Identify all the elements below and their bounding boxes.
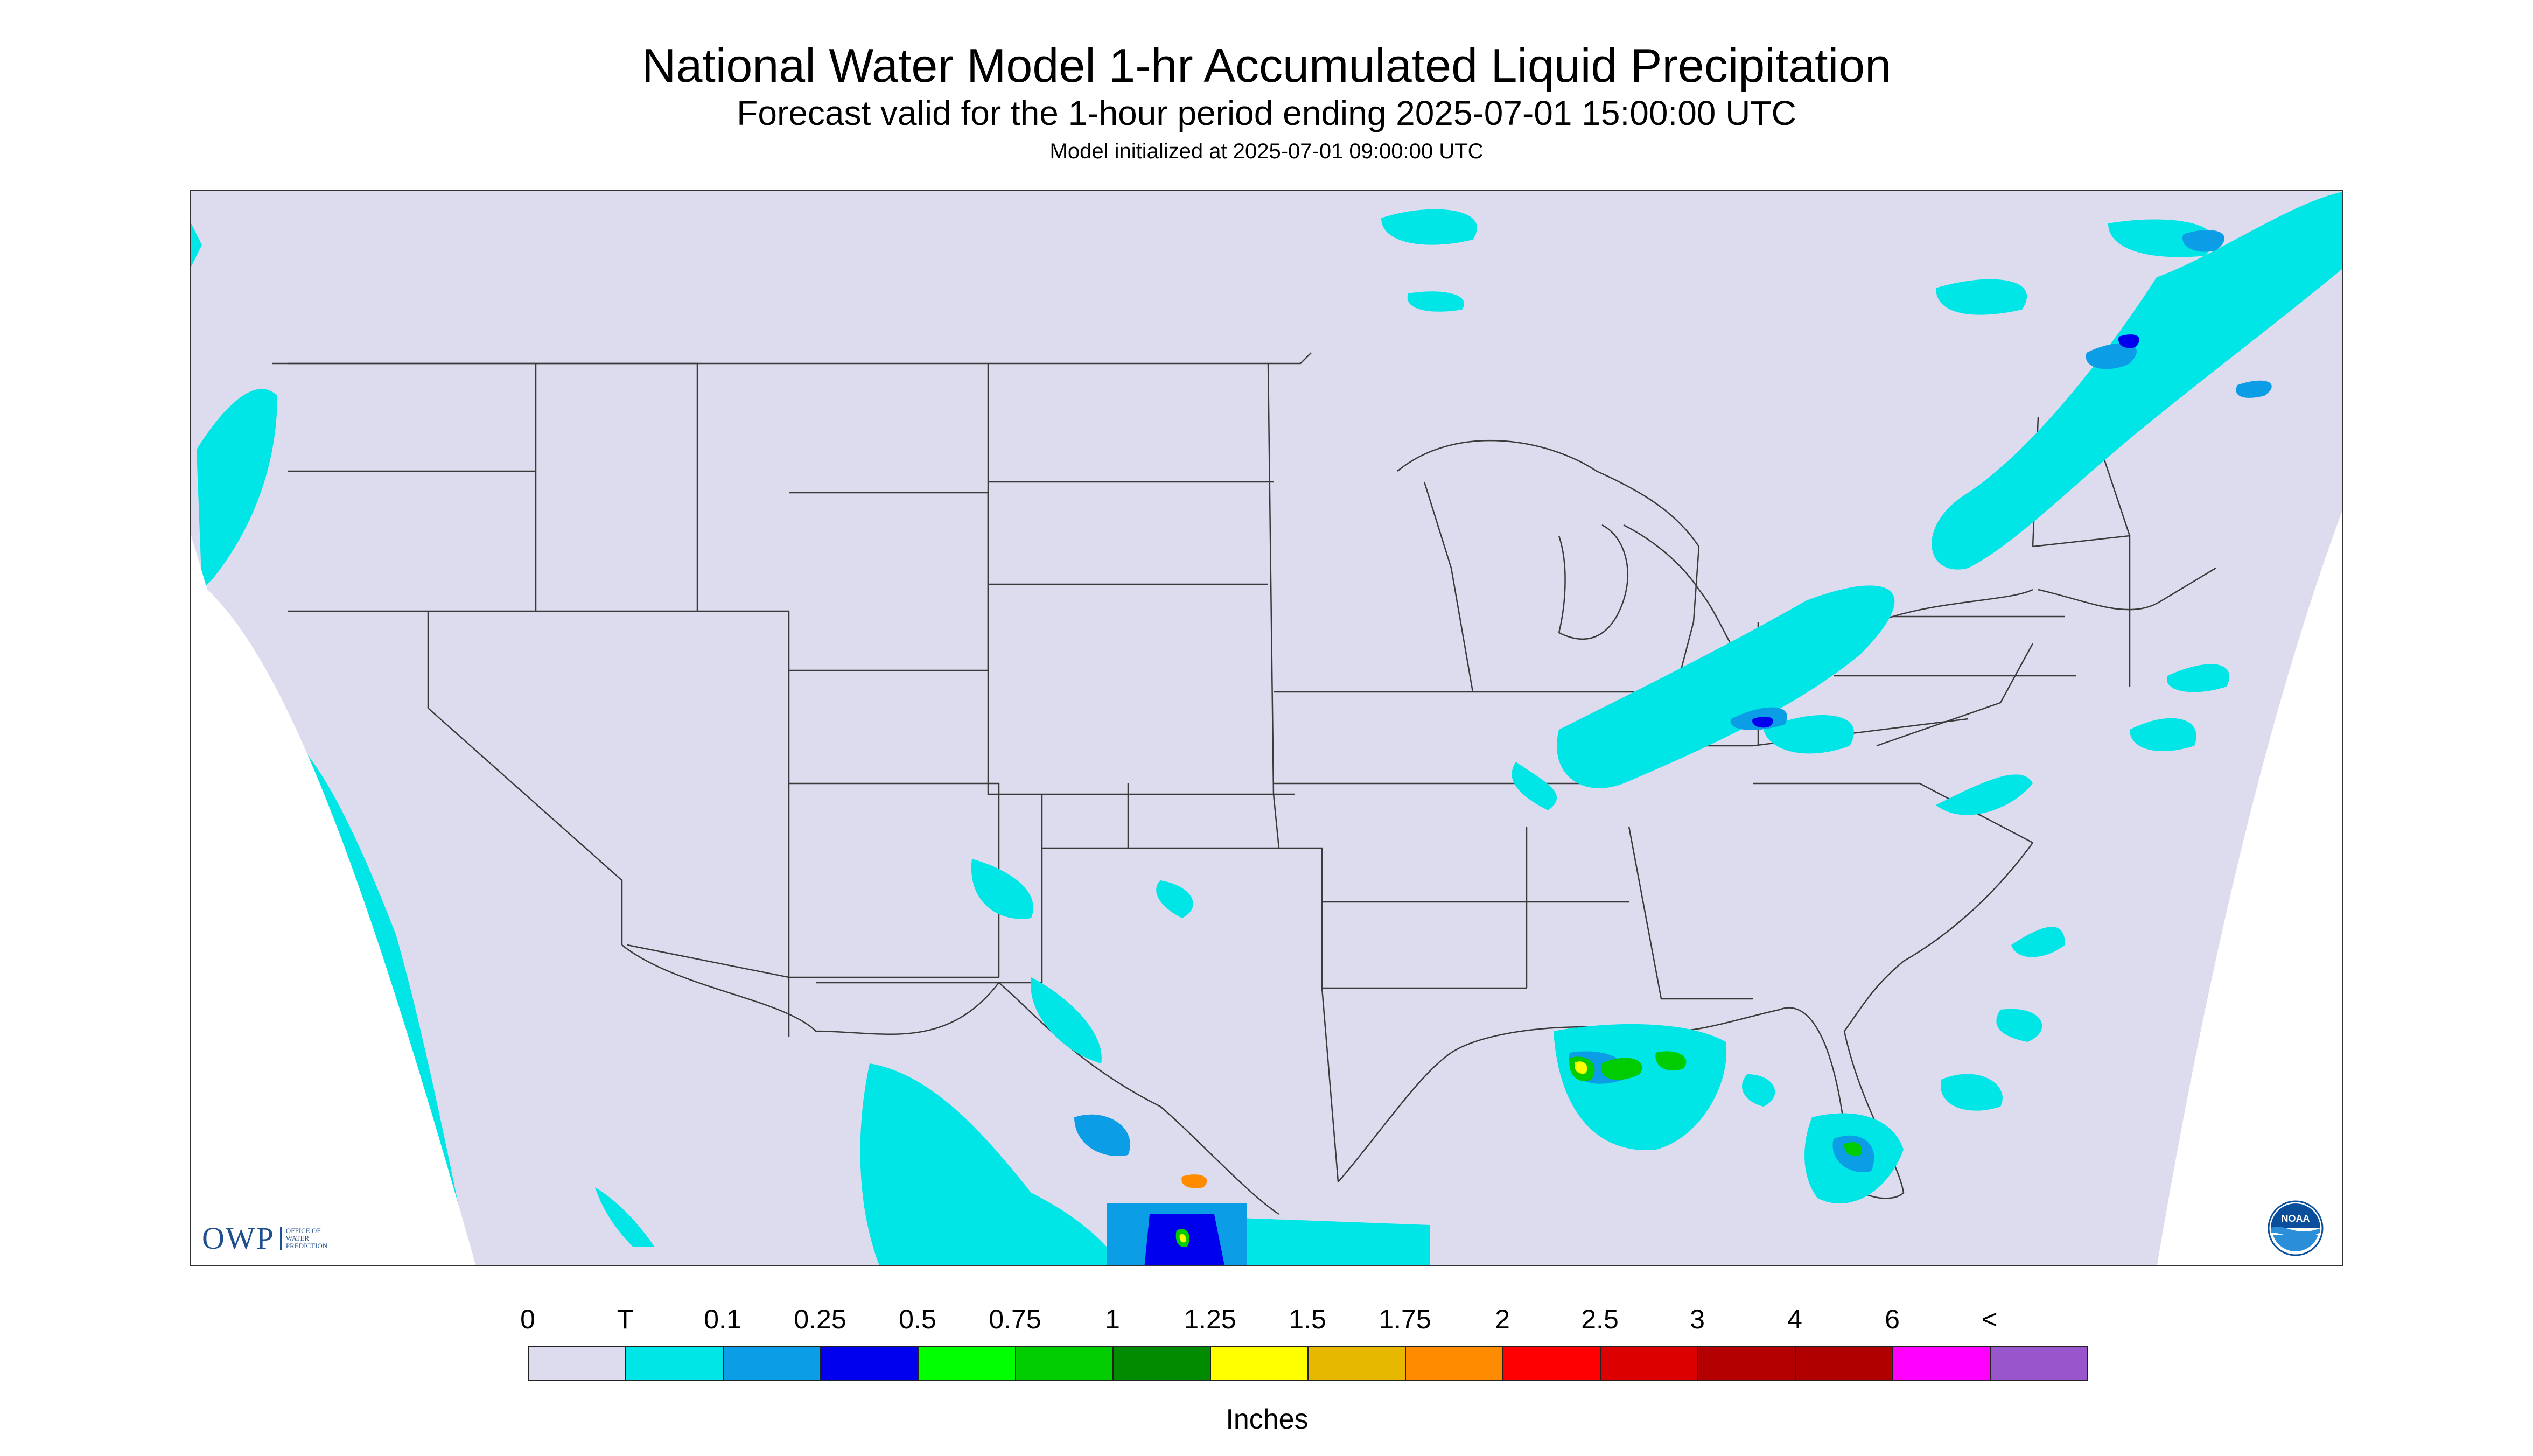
legend-swatch <box>1112 1346 1211 1381</box>
legend-tick-label: T <box>617 1304 634 1334</box>
model-domain <box>191 191 2342 1265</box>
legend-units: Inches <box>1226 1404 1309 1435</box>
legend-swatch <box>625 1346 724 1381</box>
legend-tick-label: 2 <box>1495 1304 1510 1334</box>
legend-tick-label: 0.1 <box>704 1304 741 1334</box>
legend-tick-label: 3 <box>1690 1304 1705 1334</box>
model-init-time: Model initialized at 2025-07-01 09:00:00… <box>1049 139 1484 163</box>
outside-domain-west <box>191 536 476 1265</box>
noaa-logo-text: NOAA <box>2282 1213 2310 1224</box>
noaa-logo: NOAA <box>2268 1200 2324 1256</box>
legend-tick-label: 0.75 <box>989 1304 1041 1334</box>
legend-tick-label: < <box>1982 1304 1998 1334</box>
map-canvas <box>191 191 2342 1265</box>
legend-swatch <box>1697 1346 1796 1381</box>
map-subtitle: Forecast valid for the 1-hour period end… <box>737 94 1796 132</box>
legend-swatch <box>723 1346 821 1381</box>
legend-tick-label: 1.5 <box>1289 1304 1326 1334</box>
legend-swatch <box>1892 1346 1991 1381</box>
outside-domain-east <box>2157 512 2342 1265</box>
legend-swatch <box>820 1346 919 1381</box>
legend-swatch <box>1600 1346 1698 1381</box>
legend-swatch <box>528 1346 626 1381</box>
legend-swatch <box>1990 1346 2088 1381</box>
precip-legend: 0 T 0.1 0.25 0.5 0.75 1 1.25 1.5 1.75 2 2.5 3 4 6 < Inc… <box>520 1303 2088 1435</box>
precip-heavy <box>1175 1051 1862 1247</box>
legend-tick-label: 6 <box>1885 1304 1900 1334</box>
legend-swatch <box>1210 1346 1309 1381</box>
legend-swatch <box>1405 1346 1503 1381</box>
owp-logo-text: OFFICE OF WATER PREDICTION <box>279 1227 367 1250</box>
legend-tick-label: 1 <box>1105 1304 1120 1334</box>
legend-tick-label: 4 <box>1787 1304 1802 1334</box>
owp-logo: OWP OFFICE OF WATER PREDICTION <box>202 1220 367 1256</box>
legend-tick-label: 0 <box>520 1304 535 1334</box>
legend-tick-label: 0.25 <box>794 1304 846 1334</box>
owp-logo-mark: OWP <box>202 1221 275 1256</box>
legend-tick-label: 2.5 <box>1581 1304 1619 1334</box>
legend-swatch <box>1795 1346 1893 1381</box>
legend-swatch <box>1502 1346 1601 1381</box>
map-title: National Water Model 1-hr Accumulated Li… <box>641 39 1892 92</box>
legend-tick-label: 1.25 <box>1184 1304 1236 1334</box>
legend-swatch <box>1015 1346 1114 1381</box>
precipitation-map: OWP OFFICE OF WATER PREDICTION NOAA <box>190 190 2343 1266</box>
legend-swatch <box>1307 1346 1406 1381</box>
legend-color-bar <box>528 1346 2088 1381</box>
legend-tick-labels: 0 T 0.1 0.25 0.5 0.75 1 1.25 1.5 1.75 2 2.5 3 4 6 < <box>520 1303 2006 1341</box>
legend-tick-label: 0.5 <box>899 1304 936 1334</box>
legend-swatch <box>918 1346 1016 1381</box>
legend-tick-label: 1.75 <box>1379 1304 1431 1334</box>
